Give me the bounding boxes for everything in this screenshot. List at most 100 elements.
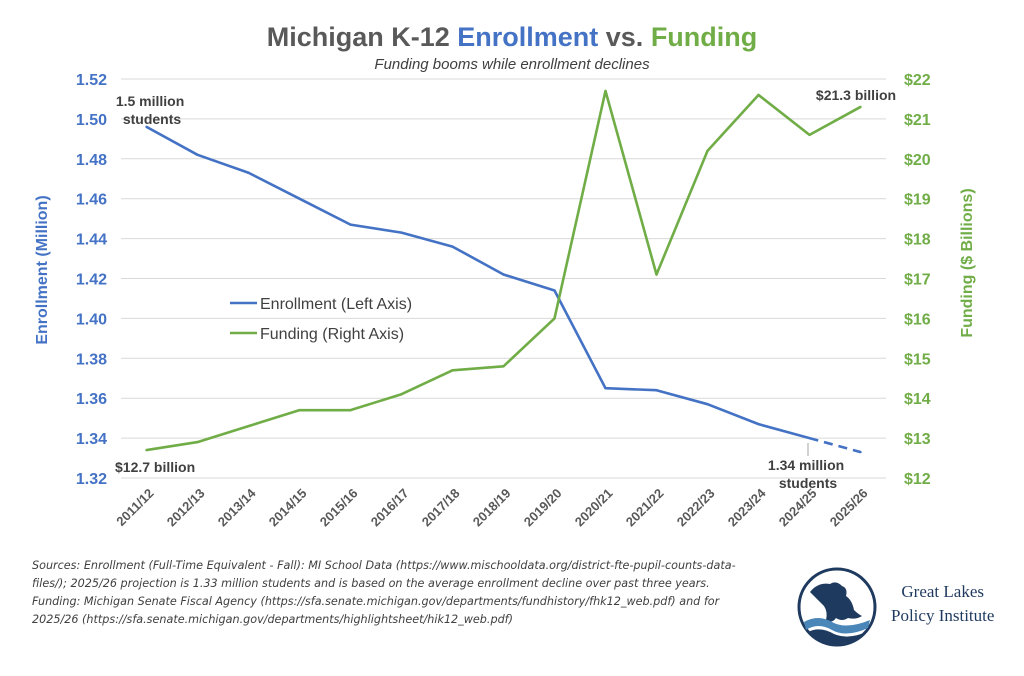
enrollment-point (859, 450, 862, 454)
right-tick-label: $16 (904, 311, 931, 328)
legend: Enrollment (Left Axis) Funding (Right Ax… (230, 296, 412, 343)
right-tick-label: $14 (904, 391, 931, 408)
x-tick-label: 2023/24 (725, 485, 769, 529)
x-tick-label: 2021/22 (623, 486, 667, 530)
logo-text: Great Lakes Policy Institute (891, 580, 994, 628)
title-prefix: Michigan K-12 (266, 22, 458, 52)
right-tick-label: $21 (904, 112, 931, 129)
x-tick-label: 2025/26 (827, 486, 871, 530)
legend-label-funding: Funding (Right Axis) (260, 326, 404, 343)
x-tick-label: 2011/12 (113, 486, 156, 529)
x-tick-label: 2015/16 (317, 486, 361, 530)
left-tick-label: 1.38 (76, 351, 107, 368)
chart-subtitle: Funding booms while enrollment declines (374, 56, 650, 73)
enrollment-point (757, 422, 760, 426)
left-tick-label: 1.42 (76, 272, 107, 289)
right-tick-label: $22 (904, 72, 931, 89)
funding-line (146, 89, 862, 452)
annotation-end-enrollment: 1.34 million students (768, 457, 848, 491)
enrollment-point (808, 436, 811, 440)
left-tick-label: 1.44 (76, 232, 107, 249)
right-axis-title: Funding ($ Billions) (959, 188, 976, 337)
x-tick-label: 2020/21 (572, 486, 616, 530)
enrollment-point (145, 125, 148, 129)
annotation-start-funding: $12.7 billion (115, 459, 195, 475)
x-tick-label: 2016/17 (368, 486, 412, 530)
funding-point (196, 440, 199, 444)
funding-point (145, 448, 148, 452)
right-axis-ticks: $12 $13 $14 $15 $16 $17 $18 $19 $20 $21 $22 (904, 72, 931, 488)
right-tick-label: $18 (904, 232, 931, 249)
left-tick-label: 1.50 (76, 112, 107, 129)
enrollment-point (196, 153, 199, 157)
left-tick-label: 1.34 (76, 431, 107, 448)
x-tick-label: 2018/19 (470, 486, 514, 530)
sources-enrollment-text: Sources: Enrollment (Full-Time Equivalen… (32, 559, 736, 590)
funding-point (349, 408, 352, 412)
funding-point (247, 424, 250, 428)
right-tick-label: $13 (904, 431, 931, 448)
funding-point (502, 365, 505, 368)
enrollment-point (502, 273, 505, 276)
chart-title: Michigan K-12 Enrollment vs. Funding (0, 22, 1024, 53)
left-tick-label: 1.32 (76, 471, 107, 488)
enrollment-point (400, 231, 403, 234)
title-funding-word: Funding (650, 22, 758, 52)
right-tick-label: $20 (904, 152, 931, 169)
great-lakes-map-icon (797, 567, 877, 647)
annotation-line: 1.34 million (768, 457, 844, 473)
legend-label-enrollment: Enrollment (Left Axis) (260, 296, 412, 313)
left-axis-title: Enrollment (Million) (34, 195, 51, 344)
enrollment-point (298, 197, 301, 200)
left-tick-label: 1.52 (76, 72, 107, 89)
title-middle: vs. (598, 22, 651, 52)
right-tick-label: $15 (904, 351, 931, 368)
enrollment-point (604, 387, 607, 390)
funding-point (655, 273, 658, 276)
enrollment-point (655, 389, 658, 392)
enrollment-point (553, 289, 556, 292)
right-tick-label: $12 (904, 471, 931, 488)
enrollment-line (145, 125, 810, 440)
funding-point (757, 93, 760, 97)
funding-point (451, 369, 454, 372)
x-tick-label: 2017/18 (419, 486, 463, 530)
funding-point (400, 393, 403, 396)
enrollment-projection-line (809, 436, 861, 454)
right-tick-label: $17 (904, 272, 931, 289)
enrollment-point (349, 223, 352, 226)
enrollment-point (247, 171, 250, 174)
left-axis-ticks: 1.32 1.34 1.36 1.38 1.40 1.42 1.44 1.46 1.48 1.50… (76, 72, 107, 488)
x-axis-ticks: 2011/12 2012/13 2013/14 2014/15 2015/16 2016/… (113, 485, 870, 529)
annotation-line: 1.5 million (116, 93, 184, 109)
left-tick-label: 1.48 (76, 152, 107, 169)
logo-line-1: Great Lakes (901, 582, 984, 601)
logo-line-2: Policy Institute (891, 606, 995, 625)
right-tick-label: $19 (904, 192, 931, 209)
funding-point (298, 408, 301, 412)
annotation-start-enrollment: 1.5 million students (116, 93, 188, 127)
sources-funding-text: Funding: Michigan Senate Fiscal Agency (… (32, 595, 720, 626)
annotation-line: students (123, 111, 182, 127)
gridlines (121, 78, 886, 479)
left-tick-label: 1.40 (76, 311, 107, 328)
funding-point (553, 317, 556, 320)
funding-point (706, 149, 709, 153)
enrollment-point (451, 245, 454, 248)
funding-point (808, 133, 811, 137)
x-tick-label: 2019/20 (521, 486, 565, 530)
funding-point (604, 89, 607, 93)
line-chart: 1.32 1.34 1.36 1.38 1.40 1.42 1.44 1.46 1.48 1.50… (34, 72, 976, 529)
sources-footer: Sources: Enrollment (Full-Time Equivalen… (32, 557, 762, 629)
annotations: 1.5 million students $12.7 billion $21.3… (115, 87, 896, 491)
x-tick-label: 2012/13 (164, 486, 208, 530)
x-tick-label: 2024/25 (776, 486, 820, 530)
funding-point (859, 105, 862, 109)
x-tick-label: 2013/14 (215, 485, 259, 529)
annotation-end-funding: $21.3 billion (816, 87, 896, 103)
left-tick-label: 1.36 (76, 391, 107, 408)
x-tick-label: 2014/15 (266, 486, 310, 530)
enrollment-point (706, 402, 709, 406)
annotation-line: students (779, 475, 838, 491)
x-tick-label: 2022/23 (674, 486, 718, 530)
